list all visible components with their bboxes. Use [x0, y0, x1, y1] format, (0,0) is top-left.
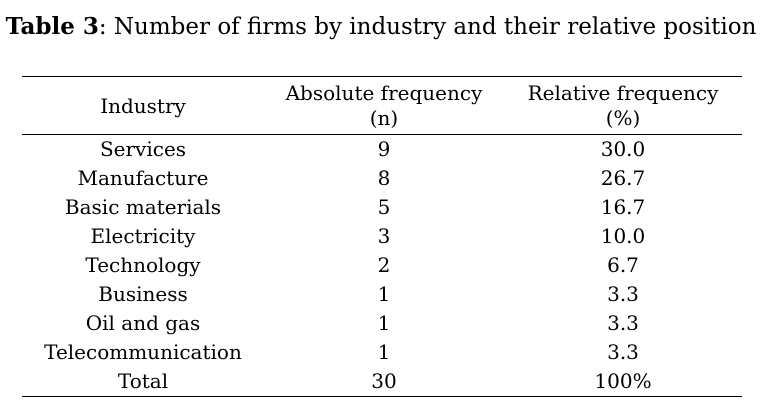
cell-industry: Services: [99, 137, 187, 161]
cell-relative: 10.0: [600, 224, 646, 248]
cell-absolute: 8: [377, 166, 391, 190]
cell-industry: Telecommunication: [44, 340, 242, 364]
cell-industry: Electricity: [90, 224, 196, 248]
cell-relative: 3.3: [607, 340, 639, 364]
table-row: Electricity 3 10.0: [22, 222, 742, 251]
header-relative-frequency: Relative frequency (%): [504, 76, 742, 135]
cell-industry: Manufacture: [77, 166, 209, 190]
cell-relative: 30.0: [600, 137, 646, 161]
header-row: Industry Absolute frequency (n) Relative…: [22, 76, 742, 135]
frequency-table: Industry Absolute frequency (n) Relative…: [22, 76, 742, 397]
cell-industry: Technology: [85, 253, 201, 277]
cell-absolute: 9: [377, 137, 391, 161]
header-relative-line2: (%): [605, 106, 641, 130]
cell-absolute: 2: [377, 253, 391, 277]
table-body: Services 9 30.0 Manufacture 8 26.7 Basic…: [22, 135, 742, 397]
header-absolute-line1: Absolute frequency: [285, 81, 483, 105]
table-caption-text: : Number of firms by industry and their …: [98, 14, 757, 40]
header-absolute-frequency: Absolute frequency (n): [264, 76, 504, 135]
cell-absolute: 3: [377, 224, 391, 248]
cell-absolute: 5: [377, 195, 391, 219]
header-relative-line1: Relative frequency: [527, 81, 719, 105]
table-row-total: Total 30 100%: [22, 367, 742, 397]
cell-relative-total: 100%: [504, 367, 742, 397]
table-caption: Table 3: Number of firms by industry and…: [0, 12, 762, 42]
table-row: Oil and gas 1 3.3: [22, 309, 742, 338]
cell-relative: 6.7: [607, 253, 639, 277]
header-industry: Industry: [22, 76, 264, 135]
cell-relative: 3.3: [607, 282, 639, 306]
table-row: Technology 2 6.7: [22, 251, 742, 280]
cell-industry: Oil and gas: [85, 311, 201, 335]
cell-industry: Basic materials: [64, 195, 222, 219]
cell-absolute: 1: [377, 311, 391, 335]
table-header: Industry Absolute frequency (n) Relative…: [22, 76, 742, 135]
cell-relative: 3.3: [607, 311, 639, 335]
frequency-table-container: Industry Absolute frequency (n) Relative…: [22, 76, 742, 397]
cell-absolute: 1: [377, 282, 391, 306]
header-absolute-line2: (n): [369, 106, 399, 130]
cell-absolute: 1: [377, 340, 391, 364]
cell-absolute-total: 30: [264, 367, 504, 397]
cell-industry-total: Total: [22, 367, 264, 397]
table-row: Telecommunication 1 3.3: [22, 338, 742, 367]
cell-relative: 16.7: [600, 195, 646, 219]
table-caption-label: Table 3: [5, 13, 99, 40]
table-row: Services 9 30.0: [22, 135, 742, 165]
cell-industry: Business: [98, 282, 188, 306]
table-row: Basic materials 5 16.7: [22, 193, 742, 222]
cell-relative: 26.7: [600, 166, 646, 190]
table-row: Manufacture 8 26.7: [22, 164, 742, 193]
table-row: Business 1 3.3: [22, 280, 742, 309]
